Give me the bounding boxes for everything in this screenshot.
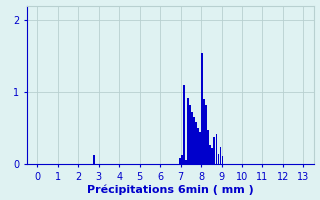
Bar [218,154,220,164]
Bar [201,53,203,164]
Bar [181,155,183,164]
X-axis label: Précipitations 6min ( mm ): Précipitations 6min ( mm ) [87,184,254,195]
Bar [195,122,197,164]
Bar [197,128,199,164]
Bar [183,85,185,164]
Bar [185,160,187,164]
Bar [93,155,95,164]
Bar [203,99,205,164]
Bar [193,117,195,164]
Bar [212,148,213,164]
Bar [187,98,189,164]
Bar [189,105,191,164]
Bar [215,134,217,164]
Bar [207,130,209,164]
Bar [213,137,215,164]
Bar [220,147,221,164]
Bar [199,132,201,164]
Bar [205,105,207,164]
Bar [222,156,223,164]
Bar [209,145,211,164]
Bar [191,112,193,164]
Bar [179,158,180,164]
